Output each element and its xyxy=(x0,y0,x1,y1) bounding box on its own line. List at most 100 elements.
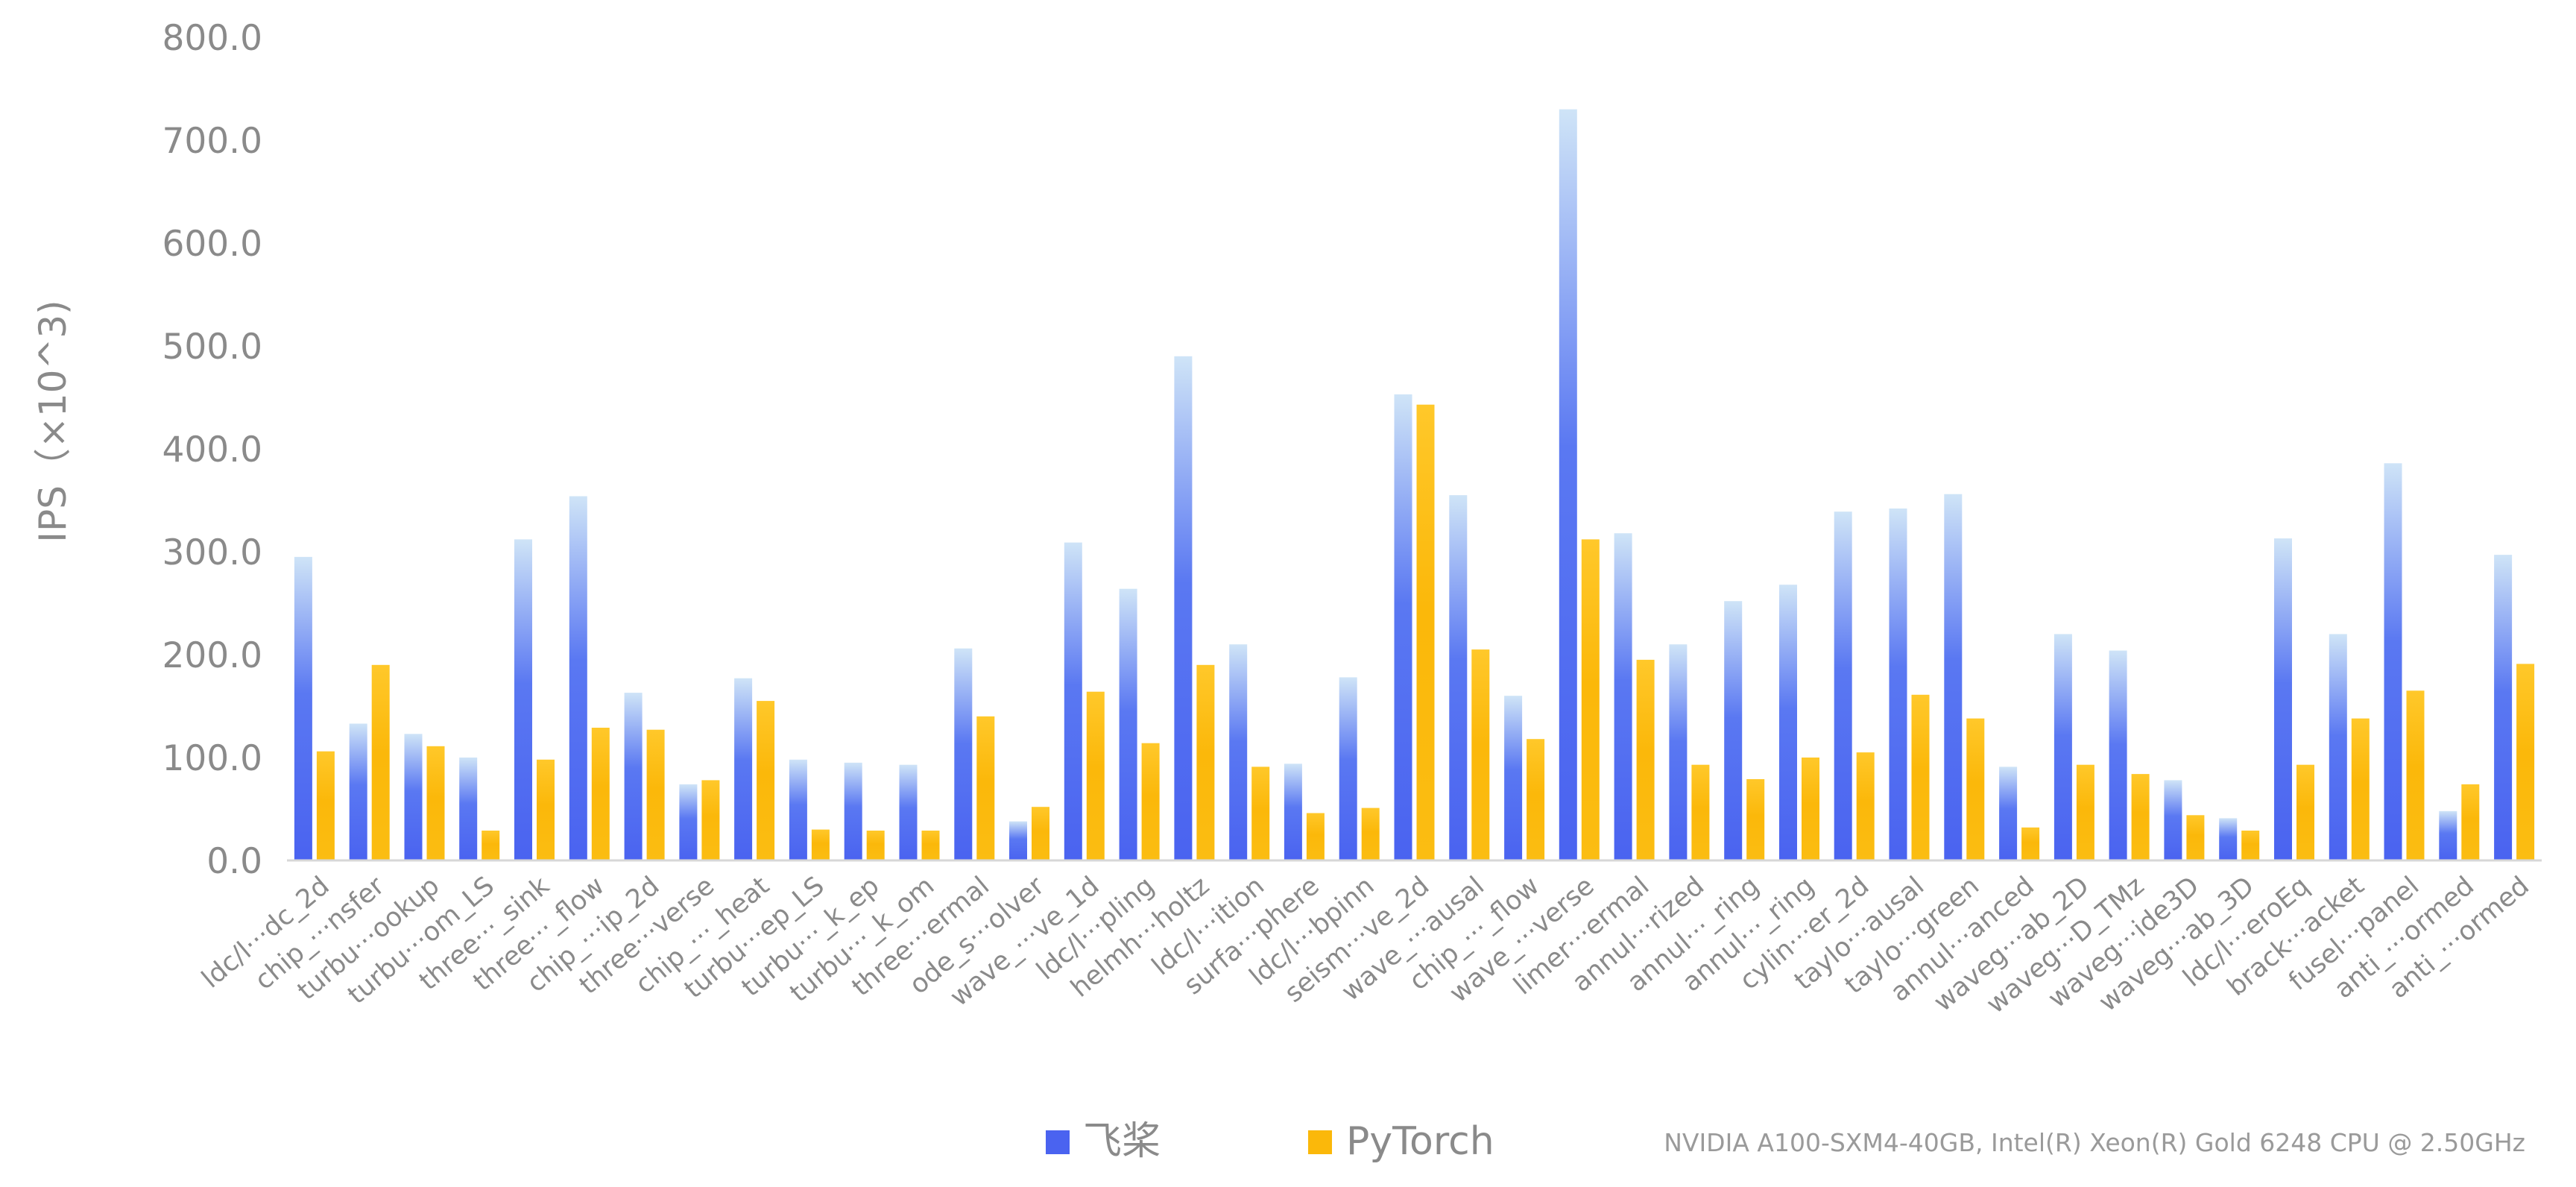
bar-paddle xyxy=(734,678,753,860)
y-axis-ticks: 0.0 100.0 200.0 300.0 400.0 500.0 600.0 700.0 80… xyxy=(162,18,262,882)
bar-paddle xyxy=(2164,780,2182,860)
legend-label-paddle: 飞桨 xyxy=(1083,1119,1161,1164)
bar-paddle xyxy=(2219,818,2238,860)
bar-paddle xyxy=(1284,763,1302,860)
bar-pytorch xyxy=(2186,815,2205,860)
bar-paddle xyxy=(1119,588,1137,860)
bar-pytorch xyxy=(701,780,720,860)
bar-paddle xyxy=(1669,644,1688,860)
bar-pytorch xyxy=(1527,739,1545,860)
bar-paddle xyxy=(899,764,918,860)
bar-pytorch xyxy=(976,716,995,860)
y-tick-label: 800.0 xyxy=(162,18,262,59)
bar-pytorch xyxy=(1691,764,1710,860)
bar-pytorch xyxy=(1966,718,1985,860)
bar-pytorch xyxy=(2351,718,2370,860)
bar-paddle xyxy=(1339,677,1357,860)
legend-label-pytorch: PyTorch xyxy=(1346,1119,1494,1164)
bar-paddle xyxy=(2274,538,2292,860)
bar-pytorch xyxy=(1416,404,1435,860)
bar-pytorch xyxy=(1856,752,1875,860)
legend: 飞桨 PyTorch xyxy=(1046,1119,1494,1164)
bar-paddle xyxy=(1724,601,1743,860)
bar-paddle xyxy=(2053,634,2072,860)
bar-pytorch xyxy=(2131,774,2150,860)
bar-paddle xyxy=(1559,109,1577,861)
bar-pytorch xyxy=(757,701,775,860)
bar-pytorch xyxy=(1032,807,1049,860)
bar-paddle xyxy=(2384,463,2402,860)
bar-pytorch xyxy=(1746,779,1765,860)
bar-paddle xyxy=(2329,634,2347,860)
bar-pytorch xyxy=(1251,766,1270,860)
bar-pytorch xyxy=(1141,743,1160,860)
bar-pytorch xyxy=(646,729,665,860)
bar-pytorch xyxy=(1802,758,1819,860)
bar-paddle xyxy=(1449,495,1468,860)
bar-pytorch xyxy=(2406,690,2425,860)
bar-pytorch xyxy=(426,746,445,860)
bar-pytorch xyxy=(2516,664,2535,860)
bar-pytorch xyxy=(2296,764,2314,860)
bar-pytorch xyxy=(1471,649,1490,860)
bar-paddle xyxy=(1889,509,1907,860)
bar-paddle xyxy=(1944,494,1963,860)
bar-paddle xyxy=(2109,650,2127,860)
bar-pytorch xyxy=(1196,664,1215,860)
bar-paddle xyxy=(844,762,862,860)
bar-pytorch xyxy=(2241,831,2260,860)
bar-pytorch xyxy=(2461,784,2480,860)
bar-pytorch xyxy=(2076,764,2094,860)
bars-group xyxy=(294,109,2535,861)
y-tick-label: 600.0 xyxy=(162,224,262,265)
bar-paddle xyxy=(2439,810,2457,860)
bar-pytorch xyxy=(921,831,940,860)
y-tick-label: 100.0 xyxy=(162,738,262,779)
bar-pytorch xyxy=(482,831,500,860)
bar-paddle xyxy=(1614,533,1632,860)
bar-paddle xyxy=(294,556,312,860)
bar-pytorch xyxy=(316,751,335,860)
bar-paddle xyxy=(1504,696,1523,860)
bar-paddle xyxy=(1779,585,1797,860)
bar-paddle xyxy=(1999,766,2018,860)
y-tick-label: 200.0 xyxy=(162,635,262,676)
bar-paddle xyxy=(624,693,643,860)
bar-pytorch xyxy=(1361,807,1380,860)
bar-pytorch xyxy=(1306,813,1325,860)
bar-pytorch xyxy=(866,831,885,860)
bar-pytorch xyxy=(1581,539,1600,860)
bar-paddle xyxy=(404,734,423,860)
bar-pytorch xyxy=(1911,694,1930,860)
bar-paddle xyxy=(459,758,478,860)
y-axis-title: IPS（×10^3) xyxy=(31,300,75,542)
bar-paddle xyxy=(1834,511,1852,860)
bar-pytorch xyxy=(591,728,610,860)
bar-paddle xyxy=(679,784,698,860)
x-axis-labels: ldc/l···dc_2dchip_···nsferturbu···ookupt… xyxy=(196,871,2534,1020)
y-tick-label: 300.0 xyxy=(162,532,262,573)
bar-paddle xyxy=(1229,644,1248,860)
bar-paddle xyxy=(954,648,973,860)
y-tick-label: 400.0 xyxy=(162,429,262,470)
legend-swatch-pytorch xyxy=(1308,1130,1332,1154)
bar-pytorch xyxy=(1086,691,1105,860)
bar-paddle xyxy=(1394,394,1412,860)
y-tick-label: 500.0 xyxy=(162,327,262,368)
bar-paddle xyxy=(1174,356,1193,860)
bar-pytorch xyxy=(371,664,390,860)
legend-swatch-paddle xyxy=(1046,1130,1070,1154)
bar-pytorch xyxy=(811,829,830,860)
bar-pytorch xyxy=(2021,827,2040,860)
bar-pytorch xyxy=(537,759,555,860)
y-tick-label: 700.0 xyxy=(162,121,262,162)
bar-pytorch xyxy=(1636,659,1655,860)
bar-paddle xyxy=(349,723,367,860)
bar-paddle xyxy=(514,539,532,860)
bar-paddle xyxy=(789,759,807,860)
bar-paddle xyxy=(1064,542,1082,860)
bar-paddle xyxy=(2494,555,2513,860)
y-tick-label: 0.0 xyxy=(206,841,262,882)
bar-paddle xyxy=(569,496,587,860)
